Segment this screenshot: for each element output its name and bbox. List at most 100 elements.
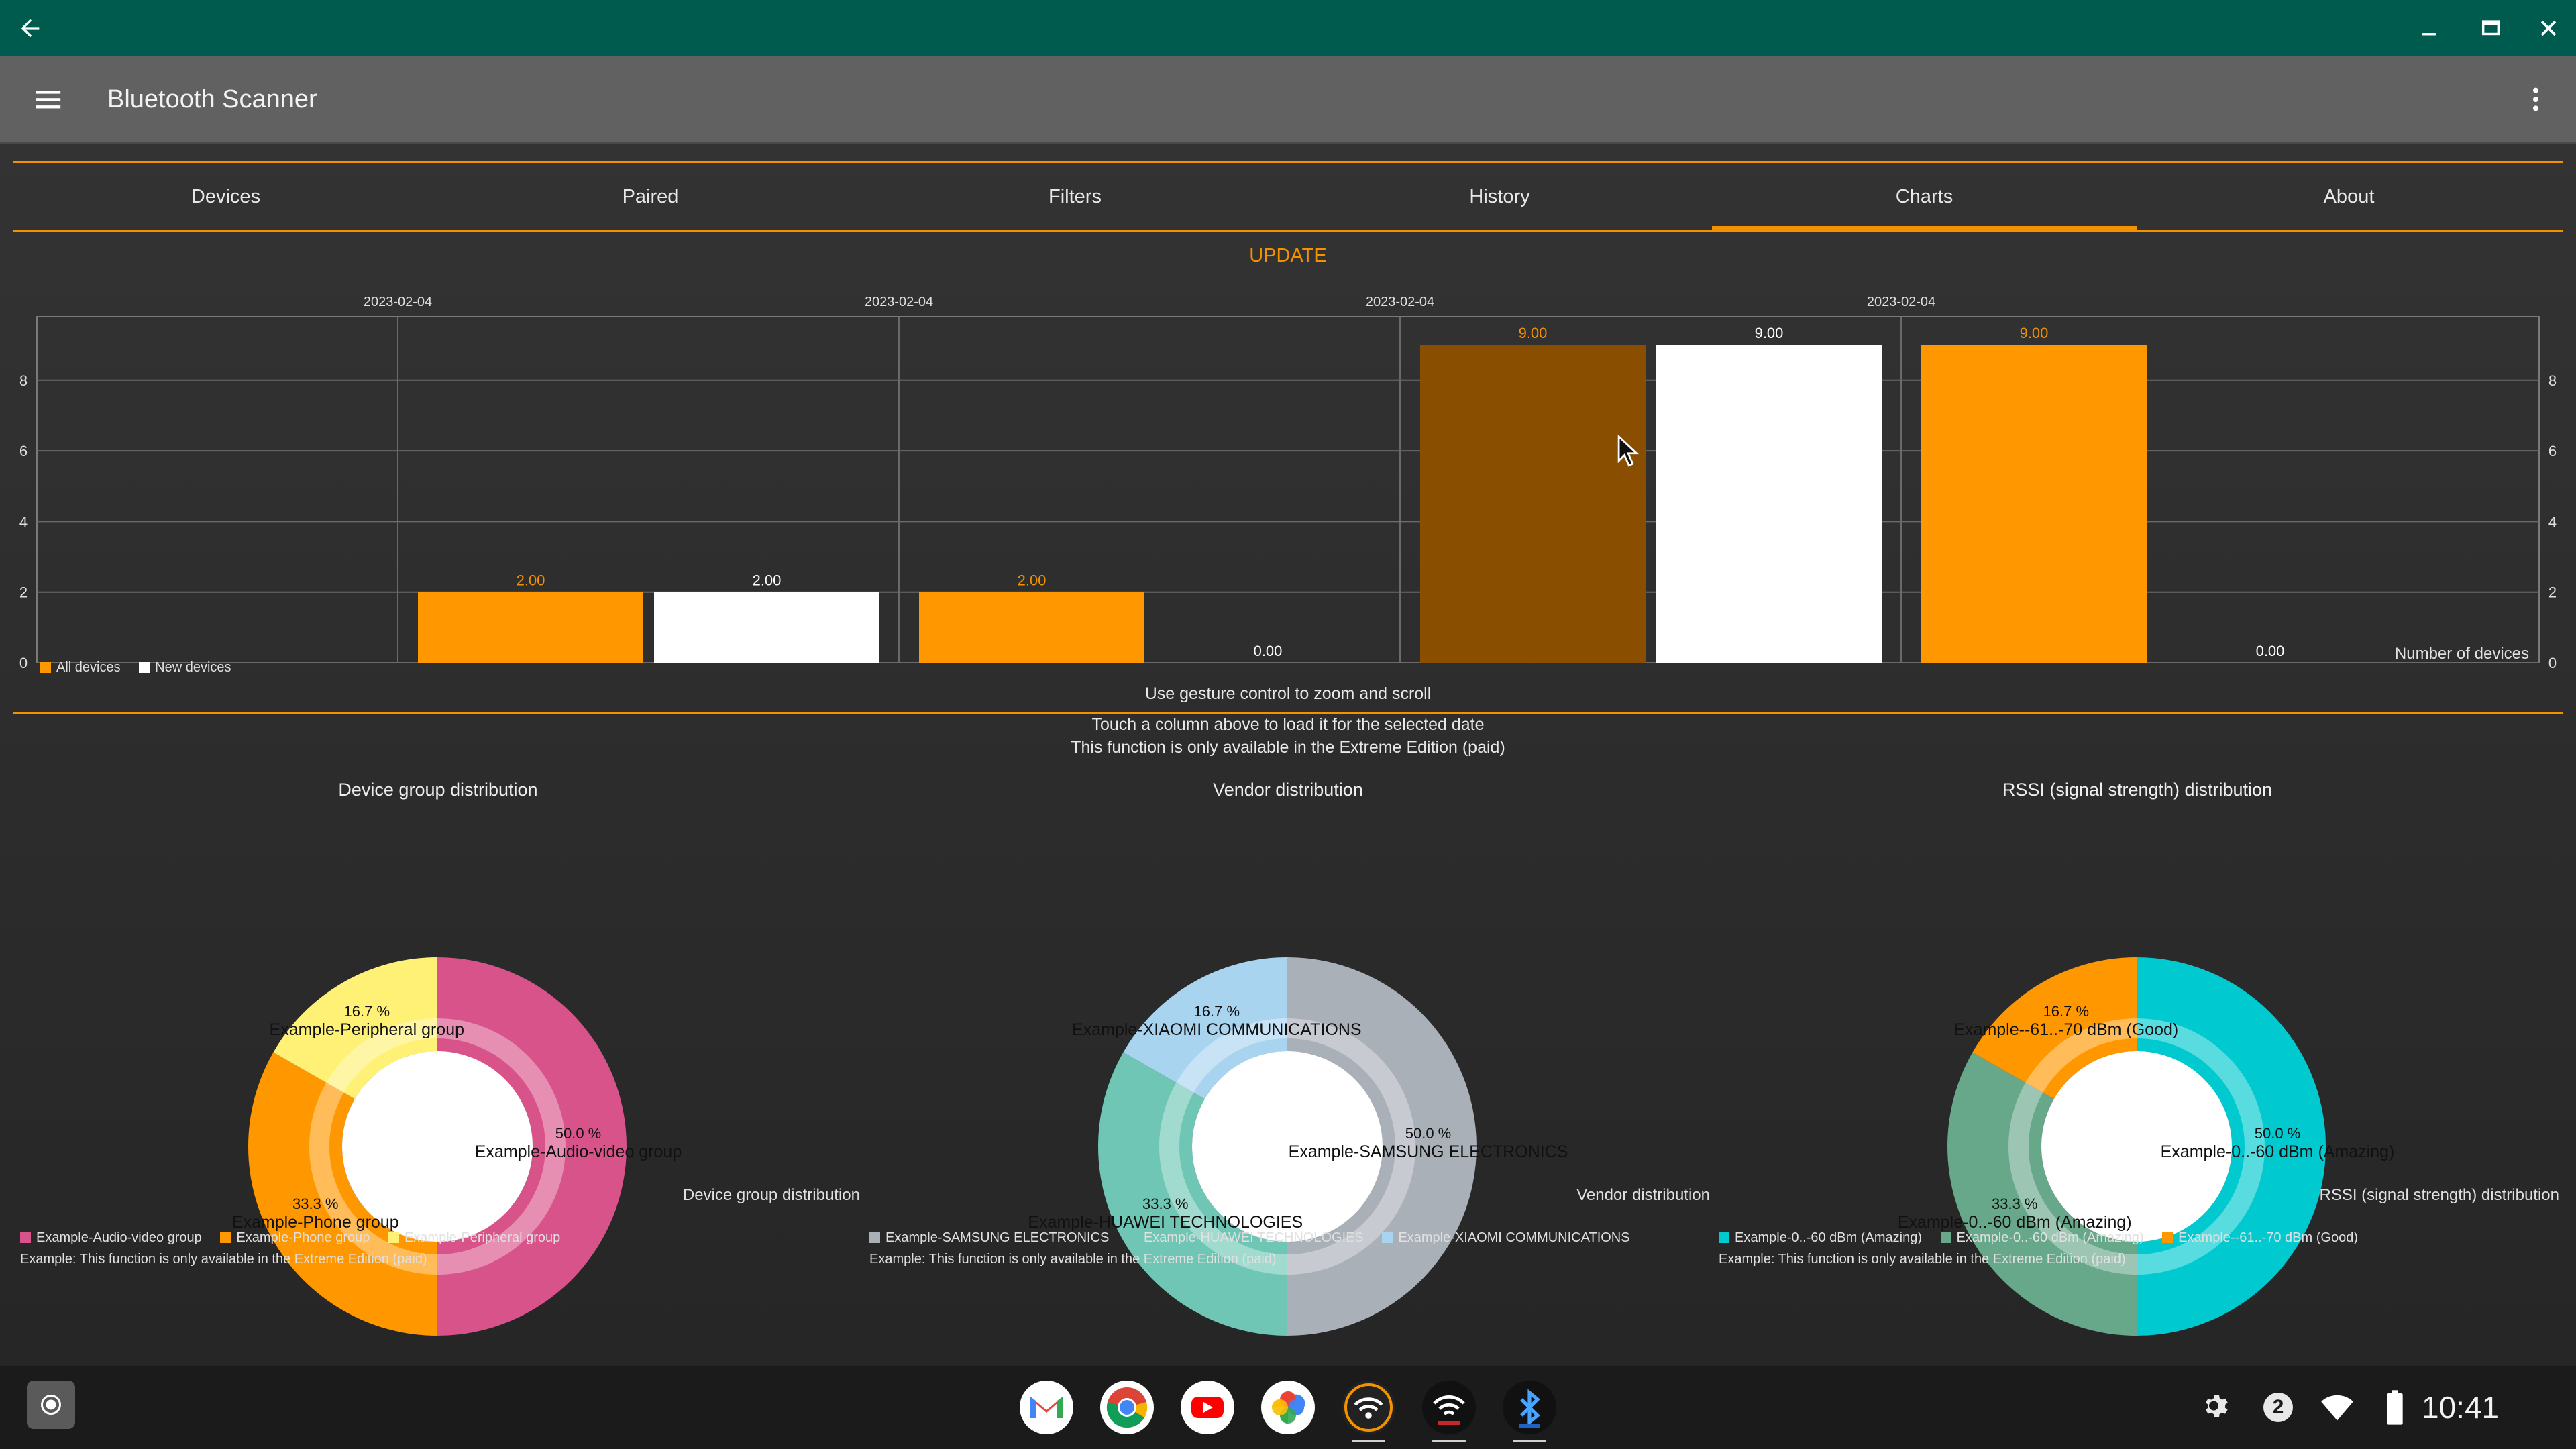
wifi-discover-app-icon[interactable]	[1422, 1381, 1476, 1434]
pie-slice-label: Example-Peripheral group	[270, 1020, 464, 1039]
pie-slice	[248, 1052, 437, 1336]
back-button[interactable]	[0, 0, 60, 56]
app-title: Bluetooth Scanner	[107, 85, 317, 113]
pie-hole	[2041, 1051, 2232, 1242]
legend-item: Example-XIAOMI COMMUNICATIONS	[1382, 1230, 1630, 1245]
y-tick-label-right: 2	[2548, 584, 2557, 601]
bar-new-devices	[1656, 345, 1882, 663]
bar-all-devices	[919, 592, 1144, 663]
wifi-scanner-app-icon[interactable]	[1342, 1381, 1395, 1434]
touch-hint: Touch a column above to load it for the …	[1091, 715, 1485, 734]
chrome-icon[interactable]	[1100, 1381, 1154, 1434]
bluetooth-discover-app-icon[interactable]	[1503, 1381, 1556, 1434]
legend-swatch	[1940, 1232, 1951, 1243]
pie-inner-ring	[309, 1018, 566, 1275]
y-tick-label-left: 4	[19, 513, 28, 530]
legend-item: Example-Peripheral group	[388, 1230, 560, 1245]
legend-label: Example-0..-60 dBm (Amazing)	[1735, 1230, 1922, 1245]
bar-value-label: 9.00	[1519, 325, 1548, 341]
overflow-menu-button[interactable]	[2516, 79, 2556, 119]
youtube-glyph	[1191, 1397, 1224, 1418]
pie-slice-label: Example-0..-60 dBm (Amazing)	[1898, 1213, 2132, 1232]
bar-value-label: 9.00	[2020, 325, 2049, 341]
legend-item-all-devices: All devices	[40, 660, 121, 675]
pie-slice-percent: 50.0 %	[1405, 1125, 1452, 1142]
y-tick-label-left: 0	[19, 655, 28, 672]
running-indicator	[1352, 1440, 1385, 1442]
tab-charts[interactable]: Charts	[1712, 163, 2137, 230]
gmail-glyph	[1030, 1397, 1063, 1418]
pie-slice-label: Example-0..-60 dBm (Amazing)	[2161, 1142, 2395, 1161]
bar-value-label: 2.00	[1018, 572, 1046, 589]
photos-icon[interactable]	[1261, 1381, 1315, 1434]
tab-filters[interactable]: Filters	[1049, 186, 1102, 207]
close-button[interactable]	[2518, 0, 2576, 56]
extreme-edition-hint: This function is only available in the E…	[1071, 738, 1505, 757]
tab-paired[interactable]: Paired	[622, 186, 679, 207]
pie-slice-label: Example-Phone group	[232, 1213, 399, 1232]
notification-count-badge[interactable]: 2	[2263, 1393, 2293, 1422]
youtube-icon[interactable]	[1181, 1381, 1234, 1434]
y-tick-label-left: 2	[19, 584, 28, 601]
legend-item: Example-Phone group	[220, 1230, 370, 1245]
wifi-status-icon[interactable]	[2320, 1391, 2355, 1427]
device-group-pie-description: Device group distribution	[682, 1186, 860, 1204]
devices-bar-chart[interactable]: 0 0 2 2 4 4 6 6 8 8 2023-02-04 2023-02-04 2023-02-04…	[0, 271, 2576, 687]
pie-slice-percent: 16.7 %	[1194, 1003, 1240, 1020]
bar-value-label: 2.00	[517, 572, 545, 589]
rssi-pie-footer: Example: This function is only available…	[1719, 1252, 2126, 1267]
minimize-button[interactable]	[2399, 0, 2459, 56]
bar-new-devices	[654, 592, 879, 663]
legend-swatch	[20, 1232, 31, 1243]
tab-about[interactable]: About	[2323, 186, 2375, 207]
legend-item: Example-0..-60 dBm (Amazing)	[1940, 1230, 2144, 1245]
x-category-label: 2023-02-04	[1366, 294, 1434, 309]
window-title-bar	[0, 0, 2576, 56]
plot-frame	[36, 316, 2540, 663]
back-arrow-icon	[21, 19, 40, 38]
clock[interactable]: 10:41	[2422, 1390, 2500, 1425]
legend-swatch	[1719, 1232, 1729, 1243]
rssi-pie[interactable]: 50.0 %Example-0..-60 dBm (Amazing)33.3 %…	[1699, 808, 2544, 1336]
bar-all-devices	[1420, 345, 1646, 663]
legend-swatch	[388, 1232, 399, 1243]
pie-slice	[1972, 957, 2137, 1099]
more-vert-icon	[2533, 87, 2538, 111]
legend-swatch	[220, 1232, 231, 1243]
pie-slice-percent: 50.0 %	[555, 1125, 602, 1142]
gesture-hint: Use gesture control to zoom and scroll	[1144, 684, 1432, 703]
settings-icon[interactable]	[2200, 1391, 2233, 1427]
legend-item: Example--61..-70 dBm (Good)	[2162, 1230, 2358, 1245]
update-button[interactable]: UPDATE	[1249, 245, 1327, 266]
pie-slice	[1098, 1052, 1287, 1336]
y-tick-label-right: 4	[2548, 513, 2557, 530]
menu-button[interactable]	[24, 79, 72, 119]
bar-value-label: 0.00	[1254, 643, 1283, 659]
pie-hole	[1192, 1051, 1383, 1242]
bar-value-label: 2.00	[753, 572, 782, 589]
y-tick-label-left: 8	[19, 372, 28, 389]
tab-history[interactable]: History	[1469, 186, 1530, 207]
tab-devices[interactable]: Devices	[191, 186, 261, 207]
vendor-pie-footer: Example: This function is only available…	[869, 1252, 1277, 1267]
pie-slice	[2137, 957, 2326, 1336]
pie-slice-percent: 50.0 %	[2255, 1125, 2301, 1142]
y-tick-label-right: 8	[2548, 372, 2557, 389]
y-tick-label-right: 6	[2548, 443, 2557, 460]
device-group-pie-title: Device group distribution	[338, 780, 538, 800]
pie-inner-ring	[2008, 1018, 2265, 1275]
launcher-button[interactable]	[27, 1381, 75, 1429]
rssi-pie-description: RSSI (signal strength) distribution	[2319, 1186, 2560, 1204]
x-category-label: 2023-02-04	[1867, 294, 1935, 309]
wifi-glyph	[1344, 1383, 1393, 1432]
battery-icon[interactable]	[2385, 1390, 2404, 1428]
bluetooth-glyph	[1519, 1389, 1540, 1428]
minimize-icon	[2422, 33, 2436, 36]
rssi-pie-title: RSSI (signal strength) distribution	[2002, 780, 2273, 800]
legend-item: Example-SAMSUNG ELECTRONICS	[869, 1230, 1109, 1245]
gmail-icon[interactable]	[1020, 1381, 1073, 1434]
maximize-button[interactable]	[2461, 0, 2521, 56]
legend-swatch	[2162, 1232, 2174, 1243]
